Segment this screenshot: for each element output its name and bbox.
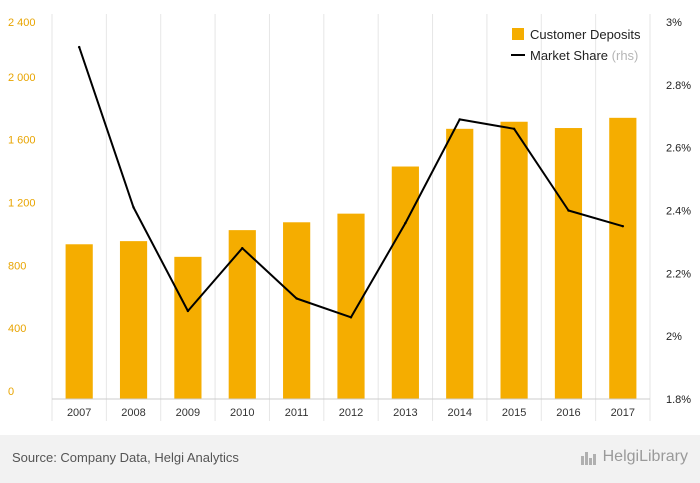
line-series — [77, 45, 625, 319]
legend-label-line-name: Market Share — [530, 48, 608, 63]
y-right-tick-label: 2.8% — [666, 80, 691, 92]
brand-name: HelgiLibrary — [602, 448, 688, 465]
library-bars-icon — [580, 449, 599, 465]
bar-2008 — [119, 241, 148, 399]
x-tick-label: 2007 — [67, 407, 91, 419]
footer: Source: Company Data, Helgi Analytics He… — [0, 435, 700, 483]
y-right-tick-label: 2.4% — [666, 206, 691, 218]
line-point-2007 — [77, 45, 81, 49]
bar-2011 — [283, 222, 311, 399]
x-tick-label: 2009 — [176, 407, 200, 419]
x-tick-label: 2017 — [611, 407, 635, 419]
x-tick-label: 2008 — [121, 407, 145, 419]
line-point-2014 — [458, 118, 461, 121]
bar-series — [65, 117, 637, 400]
y-right-tick-label: 3% — [666, 17, 682, 29]
bar-2014 — [446, 128, 474, 400]
y-right-tick-label: 2.2% — [666, 268, 691, 280]
line-point-2008 — [132, 206, 135, 209]
line-point-2017 — [621, 225, 625, 228]
y-left-tick-label: 2 400 — [8, 17, 36, 29]
source-note: Source: Company Data, Helgi Analytics — [12, 450, 239, 465]
y-left-tick-label: 1 600 — [8, 135, 36, 147]
x-tick-label: 2010 — [230, 407, 254, 419]
bar-2012 — [337, 213, 365, 399]
line-point-2016 — [567, 209, 570, 212]
x-tick-label: 2015 — [502, 407, 526, 419]
x-tick-label: 2012 — [339, 407, 363, 419]
line-point-2012 — [349, 316, 353, 319]
y-right-tick-label: 1.8% — [666, 394, 691, 406]
legend-swatch-bar — [512, 28, 524, 40]
y-right-tick-label: 2.6% — [666, 143, 691, 155]
bar-2015 — [500, 121, 528, 399]
line-point-2013 — [404, 221, 407, 225]
bar-2013 — [391, 166, 419, 399]
x-tick-label: 2016 — [556, 407, 580, 419]
y-left-tick-label: 1 200 — [8, 198, 36, 210]
bar-2017 — [609, 117, 637, 399]
line-point-2010 — [241, 247, 244, 250]
brand-logo: HelgiLibrary — [580, 448, 688, 466]
legend: Customer Deposits Market Share (rhs) — [511, 27, 641, 63]
y-left-tick-label: 0 — [8, 386, 14, 398]
bar-2009 — [174, 256, 202, 399]
line-point-2009 — [186, 309, 190, 313]
chart-svg: 2007 2008 2009 2010 2011 2012 2013 2014 2015 2016… — [8, 14, 691, 421]
line-point-2015 — [512, 127, 516, 131]
axes: 2007 2008 2009 2010 2011 2012 2013 2014 2015 2016… — [8, 17, 691, 419]
legend-label-line: Market Share (rhs) — [530, 48, 638, 63]
y-right-tick-label: 2% — [666, 331, 682, 343]
y-left-tick-label: 400 — [8, 323, 26, 335]
y-left-tick-label: 2 000 — [8, 72, 36, 84]
y-left-tick-label: 800 — [8, 260, 26, 272]
legend-label-bar: Customer Deposits — [530, 27, 641, 42]
x-tick-label: 2013 — [393, 407, 417, 419]
bar-2016 — [554, 128, 583, 399]
grid-lines — [51, 14, 651, 421]
bar-2007 — [65, 244, 93, 399]
line-point-2011 — [295, 297, 298, 300]
bar-2010 — [228, 230, 256, 399]
x-tick-label: 2014 — [447, 407, 471, 419]
x-tick-label: 2011 — [285, 407, 309, 419]
legend-label-line-suffix: (rhs) — [612, 48, 639, 63]
